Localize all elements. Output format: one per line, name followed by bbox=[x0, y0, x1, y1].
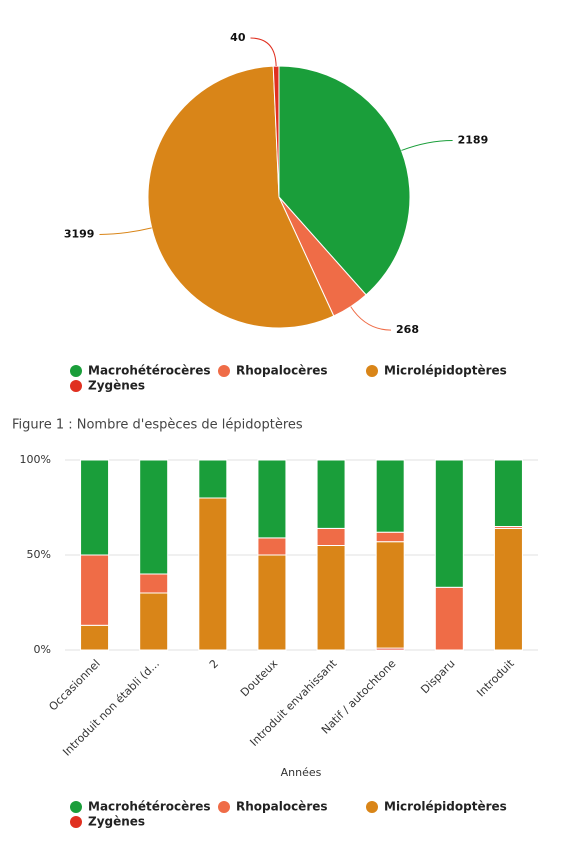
legend-label: Rhopalocères bbox=[236, 364, 328, 378]
legend-swatch bbox=[366, 801, 378, 813]
x-tick-label: Introduit non établi (d... bbox=[60, 657, 162, 759]
legend-swatch bbox=[70, 801, 82, 813]
bar-segment bbox=[375, 541, 405, 649]
bar-segment bbox=[80, 459, 110, 556]
y-tick-label: 0% bbox=[34, 643, 51, 656]
bar-segment bbox=[434, 459, 464, 588]
x-tick-label: Douteux bbox=[238, 657, 281, 700]
bar-segment bbox=[493, 527, 523, 651]
bar-segment bbox=[139, 573, 169, 594]
bar-segment bbox=[257, 537, 287, 556]
legend-label: Rhopalocères bbox=[236, 800, 328, 814]
bar-segment bbox=[198, 497, 228, 651]
pie-slice bbox=[272, 65, 280, 198]
data-label: 40 bbox=[230, 31, 246, 44]
bar-segment bbox=[434, 586, 464, 651]
legend-label: Zygènes bbox=[88, 379, 145, 393]
legend-swatch bbox=[70, 380, 82, 392]
pie-slice bbox=[278, 65, 411, 296]
bar-segment bbox=[316, 527, 346, 547]
x-tick-label: Disparu bbox=[418, 657, 457, 696]
bar-segment bbox=[198, 459, 228, 499]
legend-label: Zygènes bbox=[88, 815, 145, 829]
legend-swatch bbox=[218, 801, 230, 813]
bar-segment bbox=[493, 459, 523, 527]
bar-segment bbox=[316, 459, 346, 529]
x-tick-label: Introduit bbox=[474, 657, 517, 700]
legend-swatch bbox=[70, 365, 82, 377]
bar-segment bbox=[257, 459, 287, 539]
legend-swatch bbox=[366, 365, 378, 377]
caption: Figure 1 : Nombre d'espèces de lépidoptè… bbox=[12, 418, 303, 433]
legend-swatch bbox=[70, 816, 82, 828]
data-label: 2189 bbox=[458, 133, 489, 146]
bar-segment bbox=[375, 459, 405, 533]
y-tick-label: 100% bbox=[20, 453, 51, 466]
bar-segment bbox=[80, 624, 110, 651]
leader-line bbox=[401, 139, 453, 151]
x-tick-label: 2 bbox=[207, 657, 221, 671]
data-label: 3199 bbox=[64, 227, 95, 240]
legend-label: Macrohétérocères bbox=[88, 800, 210, 814]
legend-label: Microlépidoptères bbox=[384, 364, 507, 378]
legend-swatch bbox=[218, 365, 230, 377]
bar-segment bbox=[257, 554, 287, 651]
bar-segment bbox=[139, 592, 169, 651]
leader-line bbox=[99, 227, 152, 235]
bar-segment bbox=[80, 554, 110, 626]
x-tick-label: Occasionnel bbox=[46, 657, 102, 713]
bar-segment bbox=[316, 545, 346, 651]
legend-label: Macrohétérocères bbox=[88, 364, 210, 378]
bar-segment bbox=[375, 531, 405, 543]
y-tick-label: 50% bbox=[27, 548, 51, 561]
legend-label: Microlépidoptères bbox=[384, 800, 507, 814]
pie-slice bbox=[147, 65, 335, 329]
x-axis-title: Années bbox=[281, 766, 322, 779]
leader-line bbox=[250, 37, 277, 67]
leader-line bbox=[350, 306, 392, 331]
bar-segment bbox=[139, 459, 169, 575]
data-label: 268 bbox=[396, 323, 419, 336]
